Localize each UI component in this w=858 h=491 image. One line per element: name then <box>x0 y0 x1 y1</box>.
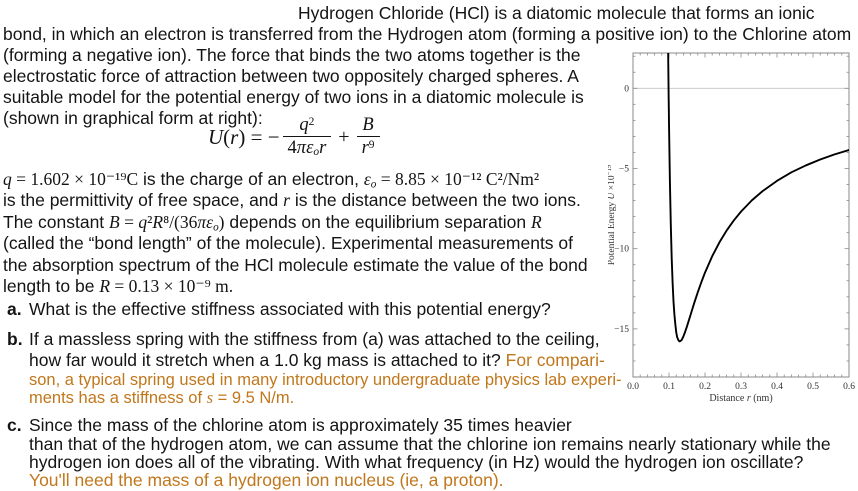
intro-line-6: (shown in graphical form at right): <box>3 108 263 128</box>
part-b-hint-line-2: ments has a stiffness of s = 9.5 N/m. <box>29 388 295 407</box>
constants-line-1: q = 1.602 × 10⁻¹⁹C is the charge of an e… <box>3 169 540 191</box>
potential-curve <box>667 53 849 343</box>
intro-line-5: suitable model for the potential energy … <box>3 87 584 107</box>
potential-curve-line <box>667 53 849 343</box>
svg-text:0.2: 0.2 <box>699 382 711 392</box>
svg-text:0.4: 0.4 <box>771 382 783 392</box>
svg-text:0.0: 0.0 <box>627 382 639 392</box>
svg-text:−10: −10 <box>614 245 629 255</box>
part-c-line-3: hydrogen ion does all of the vibrating. … <box>29 452 804 472</box>
part-c-hint-line: You'll need the mass of a hydrogen ion n… <box>29 470 504 490</box>
svg-text:0: 0 <box>624 84 629 94</box>
part-b-hint-line-1: son, a typical spring used in many intro… <box>29 371 622 389</box>
equation-plus-sign: + <box>338 125 350 148</box>
x-axis-label: Distance r (nm) <box>709 393 772 404</box>
constants-line-3: The constant B = q²R⁸/(36πεo) depends on… <box>3 212 542 234</box>
part-b-line-1: b. If a massless spring with the stiffnes… <box>7 329 600 349</box>
intro-line-3: (forming a negative ion). The force that… <box>3 45 581 65</box>
equation-lhs: U(r) = − <box>208 124 280 149</box>
equation-coulomb-fraction: q2 4πεor <box>282 115 332 159</box>
svg-text:0.3: 0.3 <box>735 382 747 392</box>
part-c-line-2: than that of the hydrogen atom, we can a… <box>29 434 831 454</box>
axis-ticks <box>632 53 850 378</box>
potential-energy-equation: U(r) = − q2 4πεor + B r9 <box>208 115 383 159</box>
svg-text:0.1: 0.1 <box>663 382 675 392</box>
svg-text:0.5: 0.5 <box>807 382 819 392</box>
intro-line-1: Hydrogen Chloride (HCl) is a diatomic mo… <box>298 3 815 23</box>
svg-text:−5: −5 <box>619 164 629 174</box>
intro-line-2: bond, in which an electron is transferre… <box>3 24 852 44</box>
equation-repulsion-fraction: B r9 <box>356 115 380 159</box>
equation-frac2-numerator: B <box>362 115 374 135</box>
intro-line-4: electrostatic force of attraction betwee… <box>3 66 579 86</box>
constants-line-2: is the permittivity of free space, and r… <box>3 190 581 210</box>
part-a-question: a. What is the effective stiffness associ… <box>7 299 551 319</box>
plot-frame <box>632 52 850 378</box>
svg-text:0.6: 0.6 <box>843 382 855 392</box>
equation-frac2-denominator: r9 <box>356 136 380 158</box>
constants-line-6: length to be R = 0.13 × 10⁻⁹ m. <box>3 276 234 296</box>
potential-energy-plot-svg: 0.0 0.1 0.2 0.3 0.4 0.5 0.6 0 −5 −10 −15 Distance r… <box>606 52 855 404</box>
constants-line-5: the absorption spectrum of the HCl molec… <box>3 255 588 275</box>
equation-frac1-numerator: q2 <box>299 115 315 135</box>
svg-text:−15: −15 <box>614 325 629 335</box>
axis-labels: 0.0 0.1 0.2 0.3 0.4 0.5 0.6 0 −5 −10 −15 Distance r… <box>606 84 855 404</box>
constants-line-4: (called the “bond length” of the molecul… <box>3 233 574 253</box>
equation-frac1-denominator: 4πεor <box>282 136 332 159</box>
part-b-line-2: how far would it stretch when a 1.0 kg m… <box>29 350 605 370</box>
part-c-line-1: c. Since the mass of the chlorine atom is… <box>7 415 572 435</box>
potential-energy-chart: 0.0 0.1 0.2 0.3 0.4 0.5 0.6 0 −5 −10 −15 Distance r… <box>606 40 858 405</box>
y-axis-label: Potential Energy U ×10−19 <box>608 164 617 265</box>
